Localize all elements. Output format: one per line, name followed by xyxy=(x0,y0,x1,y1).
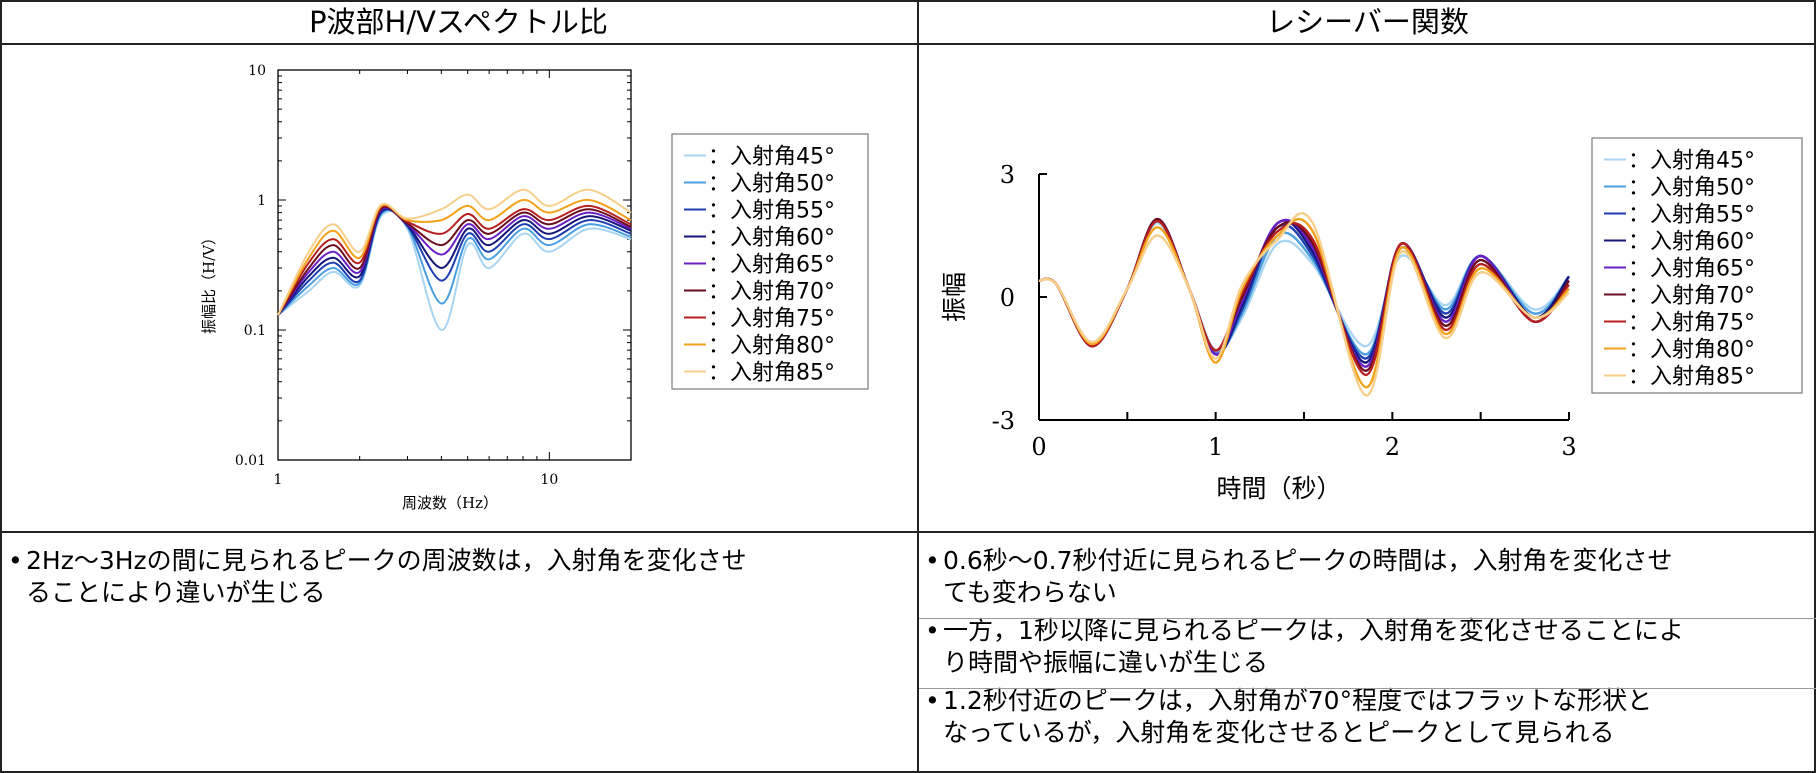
legend-label: ：入射角80° xyxy=(708,333,835,358)
legend-label: ：入射角75° xyxy=(708,306,835,331)
rf-x-tick-label: 3 xyxy=(1561,433,1576,461)
legend-label: ：入射角75° xyxy=(1628,310,1755,335)
hv-y-tick-label: 0.01 xyxy=(235,453,266,469)
column-divider xyxy=(917,0,919,773)
notes-divider xyxy=(0,531,1816,533)
hv-series-line xyxy=(277,206,632,316)
hv-plot-frame xyxy=(277,69,632,461)
legend-label: ：入射角60° xyxy=(1628,229,1755,254)
hv-series-line xyxy=(277,208,632,316)
hv-x-axis-label: 周波数（Hz） xyxy=(402,494,498,512)
receiver-function-chart: 0 1 2 330-3 時間（秒） 振幅 ：入射角45°：入射角50°：入射角55°：… xyxy=(940,137,1803,503)
hv-y-tick-label: 10 xyxy=(248,63,266,79)
note-separator-2 xyxy=(919,688,1816,689)
hv-series-line xyxy=(277,198,632,316)
rf-x-tick-label: 0 xyxy=(1031,433,1046,461)
note-right-1: 0.6秒〜0.7秒付近に見られるピークの時間は，入射角を変化させ ても変わらない xyxy=(925,545,1810,609)
hv-y-tick-label: 1 xyxy=(257,193,266,209)
legend-label: ：入射角55° xyxy=(708,198,835,223)
legend-label: ：入射角70° xyxy=(1628,283,1755,308)
legend-label: ：入射角45° xyxy=(708,144,835,169)
hv-axes: 1 10 10 1 0.1 0.01 xyxy=(235,63,632,488)
rf-y-tick-label: 3 xyxy=(1000,161,1015,189)
legend-label: ：入射角70° xyxy=(708,279,835,304)
legend-label: ：入射角55° xyxy=(1628,202,1755,227)
rf-y-tick-label: -3 xyxy=(992,407,1015,435)
hv-series-line xyxy=(277,204,632,316)
rf-series-group xyxy=(1038,212,1570,397)
rf-axes: 0 1 2 3 3 0 -3 xyxy=(992,161,1577,461)
legend-label: ：入射角85° xyxy=(708,360,835,385)
rf-y-axis-label: 振幅 xyxy=(940,272,969,322)
rf-legend: ：入射角45°：入射角50°：入射角55°：入射角60°：入射角65°：入射角7… xyxy=(1591,137,1803,394)
legend-label: ：入射角65° xyxy=(1628,256,1755,281)
legend-label: ：入射角80° xyxy=(1628,337,1755,362)
legend-box xyxy=(1591,137,1803,394)
note-separator-1 xyxy=(919,618,1816,619)
rf-x-axis-label: 時間（秒） xyxy=(1216,474,1341,503)
header-hv-spectrum: P波部H/Vスペクトル比 xyxy=(309,5,608,39)
legend-label: ：入射角50° xyxy=(708,171,835,196)
note-left-1: 2Hz〜3Hzの間に見られるピークの周波数は，入射角を変化させ ることにより違い… xyxy=(8,545,903,609)
legend-label: ：入射角65° xyxy=(708,252,835,277)
header-receiver-function: レシーバー関数 xyxy=(1266,5,1469,39)
legend-label: ：入射角60° xyxy=(708,225,835,250)
hv-y-axis-label: 振幅比（H/V） xyxy=(200,230,218,334)
note-right-2: 一方，1秒以降に見られるピークは，入射角を変化させることによ り時間や振幅に違い… xyxy=(925,615,1810,679)
rf-x-tick-label: 1 xyxy=(1208,433,1223,461)
legend-label: ：入射角45° xyxy=(1628,148,1755,173)
hv-series-line xyxy=(277,209,632,316)
hv-series-line xyxy=(277,205,632,316)
legend-box xyxy=(671,133,869,390)
hv-series-line xyxy=(277,210,632,332)
header-divider xyxy=(0,43,1816,45)
hv-series-group xyxy=(277,188,632,332)
rf-y-tick-label: 0 xyxy=(1000,284,1015,312)
rf-x-tick-label: 2 xyxy=(1385,433,1400,461)
hv-legend: ：入射角45°：入射角50°：入射角55°：入射角60°：入射角65°：入射角7… xyxy=(671,133,869,390)
rf-series-line xyxy=(1038,217,1570,364)
notes-right: 0.6秒〜0.7秒付近に見られるピークの時間は，入射角を変化させ ても変わらない… xyxy=(925,545,1810,749)
hv-x-tick-label: 1 xyxy=(274,472,283,488)
notes-left: 2Hz〜3Hzの間に見られるピークの周波数は，入射角を変化させ ることにより違い… xyxy=(8,545,903,609)
rf-series-line xyxy=(1038,212,1570,397)
hv-x-tick-label: 10 xyxy=(540,472,558,488)
hv-series-line xyxy=(277,207,632,316)
legend-label: ：入射角50° xyxy=(1628,175,1755,200)
hv-y-tick-label: 0.1 xyxy=(244,323,266,339)
legend-label: ：入射角85° xyxy=(1628,364,1755,389)
note-right-3: 1.2秒付近のピークは，入射角が70°程度ではフラットな形状と なっているが，入… xyxy=(925,685,1810,749)
hv-series-line xyxy=(277,188,632,316)
